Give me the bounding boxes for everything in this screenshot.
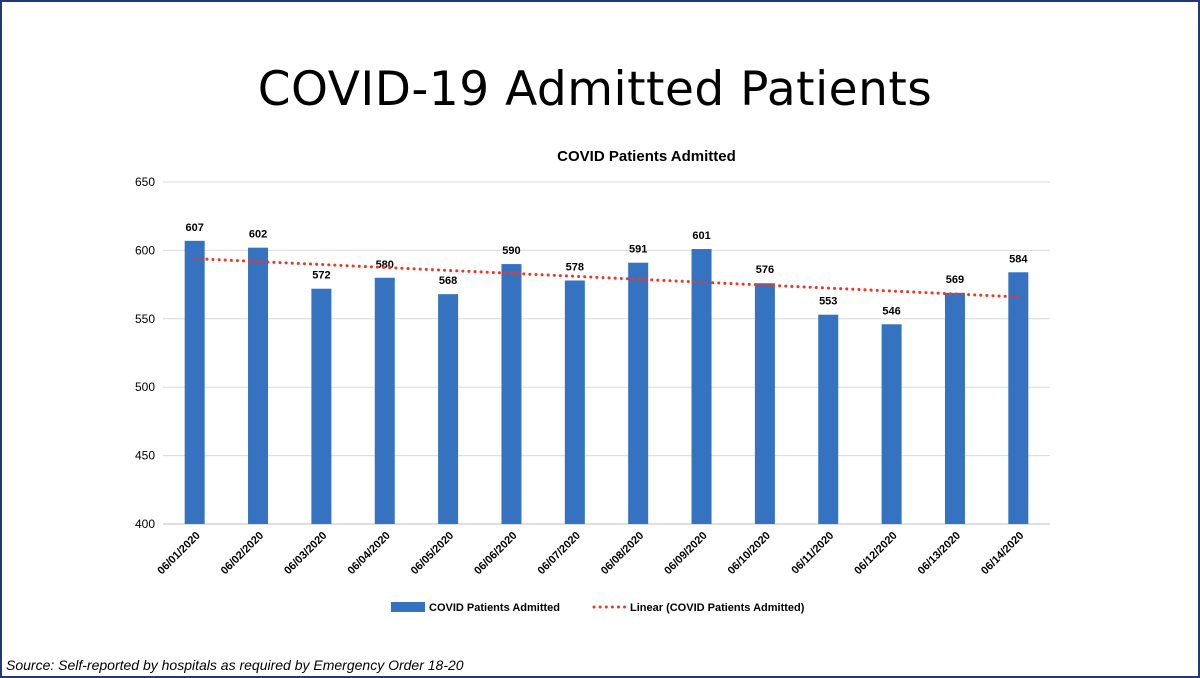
bar [184,240,205,524]
x-tick-label: 06/09/2020 [662,530,709,577]
data-label: 602 [249,229,267,241]
x-tick-label: 06/10/2020 [726,530,773,577]
y-tick-label: 550 [135,312,155,326]
data-label: 572 [312,270,330,282]
bar [691,249,712,525]
bar [881,324,902,524]
data-label: 607 [185,222,203,234]
x-tick-label: 06/13/2020 [916,530,963,577]
x-tick-label: 06/12/2020 [852,530,899,577]
x-tick-label: 06/04/2020 [345,530,392,577]
bar [374,277,395,524]
data-label: 569 [946,274,964,286]
x-tick-label: 06/03/2020 [282,530,329,577]
data-label: 576 [756,264,774,276]
data-label: 591 [629,244,647,256]
data-label: 584 [1009,253,1028,265]
x-tick-label: 06/05/2020 [409,530,456,577]
bar [944,292,965,524]
legend-label-bars: COVID Patients Admitted [429,602,560,614]
data-label: 580 [376,259,394,271]
data-label: 601 [692,230,710,242]
data-label: 553 [819,296,837,308]
x-tick-label: 06/06/2020 [472,530,519,577]
bar [818,314,839,524]
legend-label-trendline: Linear (COVID Patients Admitted) [630,602,805,614]
y-tick-label: 650 [135,175,155,189]
data-label: 590 [502,245,520,257]
data-label: 578 [566,261,584,273]
x-tick-label: 06/11/2020 [789,530,836,577]
bar [564,280,585,524]
bar [438,294,459,524]
x-tick-label: 06/07/2020 [536,530,583,577]
y-tick-label: 400 [135,517,155,531]
legend-swatch-bars [391,602,425,612]
data-label: 546 [882,305,900,317]
data-label: 568 [439,275,457,287]
y-tick-label: 600 [135,243,155,257]
bar [501,264,522,524]
x-tick-label: 06/08/2020 [599,530,646,577]
y-tick-label: 500 [135,380,155,394]
x-tick-label: 06/14/2020 [979,530,1026,577]
bar [754,283,775,524]
y-tick-label: 450 [135,449,155,463]
bar [248,247,269,524]
bar [1008,272,1029,524]
bar [628,262,649,524]
x-tick-label: 06/02/2020 [219,530,266,577]
bar [311,288,332,524]
x-tick-label: 06/01/2020 [155,530,202,577]
slide-title: COVID-19 Admitted Patients [257,62,933,117]
source-note: Source: Self-reported by hospitals as re… [6,657,464,673]
chart-title: COVID Patients Admitted [557,148,736,165]
